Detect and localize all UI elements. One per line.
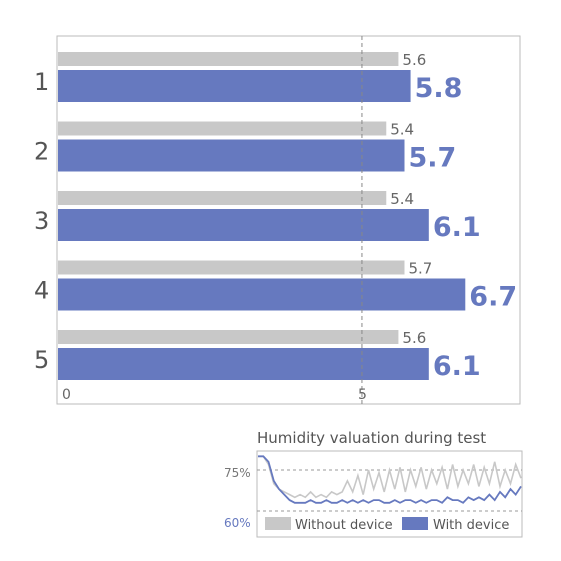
category-label-3: 3 bbox=[34, 207, 49, 235]
value-label-series-b-2: 5.7 bbox=[409, 143, 457, 174]
value-label-series-a-3: 5.4 bbox=[390, 190, 414, 208]
inset-title: Humidity valuation during test bbox=[257, 429, 486, 447]
value-label-series-a-4: 5.7 bbox=[409, 260, 433, 278]
value-label-series-b-5: 6.1 bbox=[433, 351, 481, 382]
category-label-5: 5 bbox=[34, 346, 49, 374]
legend-label-without-device: Without device bbox=[295, 518, 393, 533]
category-label-4: 4 bbox=[34, 277, 49, 305]
x-tick-label-0: 0 bbox=[62, 387, 71, 403]
legend-label-with-device: With device bbox=[433, 518, 509, 533]
value-label-series-b-4: 6.7 bbox=[469, 282, 517, 313]
series-with-device-line bbox=[258, 455, 522, 504]
inset-ytick-60: 60% bbox=[224, 516, 251, 530]
bar-series-b-3 bbox=[58, 209, 429, 241]
category-label-1: 1 bbox=[34, 68, 49, 96]
bar-series-b-1 bbox=[58, 70, 411, 102]
bar-series-a-1 bbox=[58, 52, 399, 66]
value-label-series-b-1: 5.8 bbox=[415, 73, 463, 104]
inset-ytick-75: 75% bbox=[224, 466, 251, 480]
inset-frame bbox=[256, 450, 523, 538]
value-label-series-a-5: 5.6 bbox=[402, 329, 426, 347]
legend-swatch-with-device bbox=[402, 517, 428, 530]
plot-frame bbox=[56, 35, 521, 405]
series-without-device-line bbox=[258, 455, 522, 499]
bar-series-a-5 bbox=[58, 330, 399, 344]
value-label-series-a-1: 5.6 bbox=[402, 51, 426, 69]
category-label-2: 2 bbox=[34, 138, 49, 166]
bar-series-a-4 bbox=[58, 260, 405, 275]
bar-series-b-2 bbox=[58, 139, 405, 172]
legend-swatch-without-device bbox=[265, 517, 291, 530]
bar-series-a-3 bbox=[58, 191, 387, 205]
bar-series-b-5 bbox=[58, 348, 429, 380]
bar-series-b-4 bbox=[58, 278, 466, 311]
bar-series-a-2 bbox=[58, 121, 387, 136]
value-label-series-a-2: 5.4 bbox=[390, 121, 414, 139]
x-tick-label-5: 5 bbox=[358, 387, 367, 403]
value-label-series-b-3: 6.1 bbox=[433, 212, 481, 243]
